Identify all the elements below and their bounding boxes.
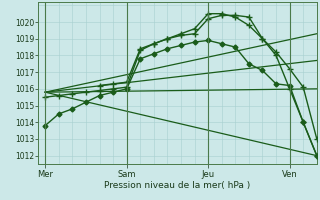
X-axis label: Pression niveau de la mer( hPa ): Pression niveau de la mer( hPa )	[104, 181, 251, 190]
